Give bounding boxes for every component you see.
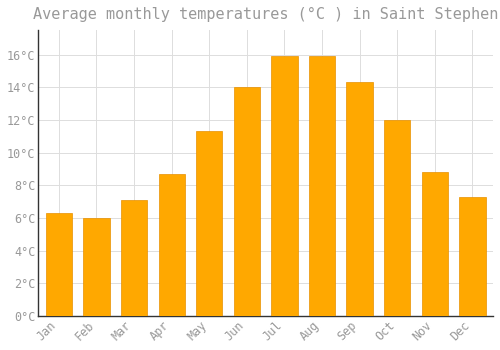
Bar <box>234 87 260 316</box>
Bar <box>196 131 222 316</box>
Bar <box>309 56 335 316</box>
Bar <box>346 82 373 316</box>
Bar <box>158 174 185 316</box>
Bar <box>384 120 410 316</box>
Bar <box>422 172 448 316</box>
Title: Average monthly temperatures (°C ) in Saint Stephen: Average monthly temperatures (°C ) in Sa… <box>33 7 498 22</box>
Bar <box>84 218 110 316</box>
Bar <box>272 56 297 316</box>
Bar <box>121 200 147 316</box>
Bar <box>459 197 485 316</box>
Bar <box>46 213 72 316</box>
